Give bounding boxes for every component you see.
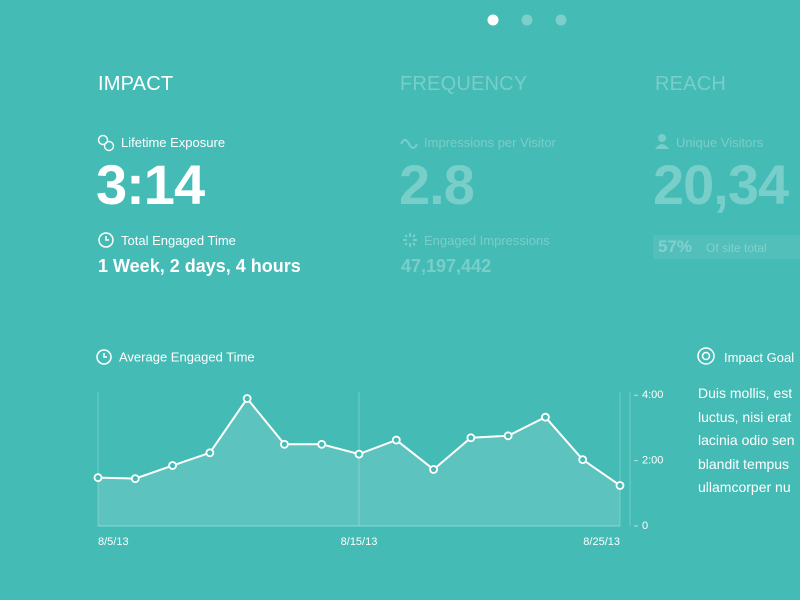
goal-line: blandit tempus (698, 455, 790, 472)
point (205, 448, 215, 458)
exposure-icon (97, 134, 115, 152)
y-tick-label: 2:00 (642, 455, 663, 467)
x-tick-label: 8/25/13 (583, 536, 620, 548)
page-dot-active[interactable] (487, 14, 499, 26)
user-icon (655, 134, 669, 149)
metric-value: 1 Week, 2 days, 4 hours (98, 256, 301, 276)
page-dot[interactable] (521, 14, 533, 26)
metric-label: Impressions per Visitor (424, 135, 556, 150)
share-box (653, 235, 800, 259)
metric-value: 20,34 (653, 153, 789, 216)
point (168, 461, 177, 470)
metric-value: 3:14 (96, 153, 205, 216)
metric-label: Total Engaged Time (121, 233, 236, 248)
chart-title: Average Engaged Time (119, 349, 255, 364)
point (578, 455, 588, 465)
metric-label: Of site total (706, 241, 767, 255)
y-tick-label: 4:00 (642, 389, 663, 401)
x-tick-label: 8/15/13 (341, 536, 378, 548)
point (280, 439, 289, 449)
goal-icon (697, 347, 715, 365)
point (354, 449, 364, 459)
clock-icon (98, 232, 114, 248)
point (317, 439, 327, 449)
goal-line: ullamcorper nu (698, 479, 791, 495)
point (93, 473, 103, 483)
goal-title: Impact Goal (724, 350, 795, 365)
goal-line: Duis mollis, est (698, 385, 793, 401)
point (541, 412, 550, 422)
point (429, 465, 438, 474)
page-dot[interactable] (555, 14, 567, 26)
metric-value: 47,197,442 (401, 256, 492, 276)
goal-line: lacinia odio sen (698, 432, 795, 448)
point (503, 431, 513, 441)
section-title: REACH (655, 73, 727, 95)
goal-text: Duis mollis, est luctus, nisi erat lacinia… (698, 382, 795, 500)
point (391, 435, 401, 445)
point (130, 474, 140, 484)
section-title: FREQUENCY (400, 73, 528, 95)
chart-clock-icon (96, 349, 112, 365)
frequency-icon (400, 139, 418, 149)
y-tick-label: 0 (642, 520, 648, 532)
area (98, 398, 620, 526)
metric-label: Engaged Impressions (424, 233, 550, 248)
x-tick-label: 8/5/13 (98, 536, 129, 548)
point (466, 433, 476, 443)
point (242, 394, 252, 403)
goal-line: luctus, nisi erat (698, 408, 792, 425)
section-title: IMPACT (98, 73, 174, 95)
metric-label: Lifetime Exposure (121, 135, 226, 150)
metric-value: 2.8 (399, 153, 475, 216)
metric-value: 57% (658, 237, 693, 256)
metric-label: Unique Visitors (676, 135, 764, 150)
point (615, 481, 625, 490)
spark-icon (403, 233, 417, 247)
